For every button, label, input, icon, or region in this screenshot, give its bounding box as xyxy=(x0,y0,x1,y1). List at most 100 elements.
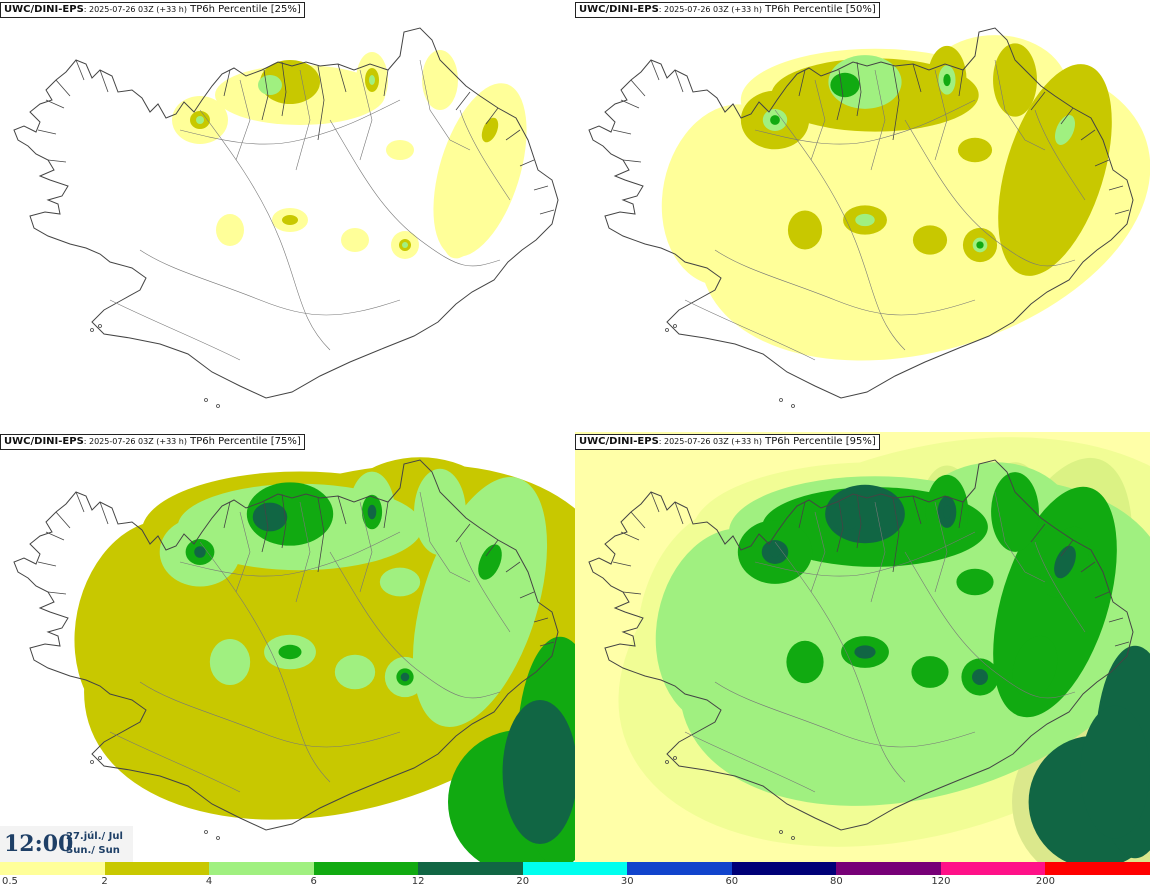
fjord-line xyxy=(1094,591,1110,599)
colorbar-ticks: 0.5 2 4 6 12 20 30 60 80 120 200 xyxy=(0,876,1150,890)
precip-field xyxy=(661,35,1150,361)
fjord-line xyxy=(650,491,660,513)
road-line xyxy=(179,99,401,145)
fjord-line xyxy=(1080,129,1096,141)
precip-contour xyxy=(911,656,949,688)
panel-title: UWC/DINI-EPS: 2025-07-26 03Z (+33 h) TP6… xyxy=(0,434,305,450)
fjord-line xyxy=(485,539,499,557)
fjord-line xyxy=(45,99,65,109)
island xyxy=(90,328,94,332)
road-line xyxy=(934,69,948,161)
fjord-line xyxy=(1030,91,1046,111)
fjord-line xyxy=(317,497,325,573)
precip-contour xyxy=(367,504,377,520)
precip-contour xyxy=(976,673,984,681)
fjord-line xyxy=(630,79,646,97)
fjord-line xyxy=(383,501,389,529)
fjord-line xyxy=(99,69,109,93)
road-line xyxy=(684,731,816,793)
island xyxy=(90,760,94,764)
fjord-line xyxy=(1094,159,1110,167)
colorbar-tick-label: 200 xyxy=(1035,876,1055,887)
fjord-line xyxy=(630,511,646,529)
road-line xyxy=(994,59,1046,151)
precip-contour xyxy=(369,75,375,85)
fjord-line xyxy=(912,495,922,525)
precip-contour xyxy=(402,242,408,248)
fjord-line xyxy=(1080,561,1096,573)
fjord-line xyxy=(1108,185,1124,191)
valid-weekday: Sun./ Sun xyxy=(66,845,120,856)
island xyxy=(665,760,669,764)
fjord-line xyxy=(892,497,900,573)
colorbar-segment xyxy=(731,862,837,875)
road-line xyxy=(419,491,471,583)
fjord-line xyxy=(45,531,65,541)
panel-title: UWC/DINI-EPS: 2025-07-26 03Z (+33 h) TP6… xyxy=(575,434,880,450)
precip-contour xyxy=(855,213,875,227)
precip-contour xyxy=(478,544,502,580)
valid-time-box: 12:00 27.júl./ Jul Sun./ Sun xyxy=(0,826,133,862)
road-line xyxy=(329,551,501,699)
coastline xyxy=(13,27,559,399)
fjord-line xyxy=(281,493,287,549)
fjord-line xyxy=(622,591,642,595)
precip-contour xyxy=(1012,635,1058,699)
precip-contour xyxy=(334,654,376,690)
road-line xyxy=(904,119,1076,267)
island xyxy=(779,398,783,402)
road-line xyxy=(199,541,331,783)
fjord-line xyxy=(383,69,389,97)
precip-contour xyxy=(194,546,206,558)
colorbar-segment xyxy=(836,862,941,875)
fjord-line xyxy=(1030,523,1046,543)
precip-contour xyxy=(341,228,369,252)
road-line xyxy=(199,109,331,351)
valid-time: 12:00 xyxy=(4,831,74,857)
road-line xyxy=(994,491,1046,583)
island xyxy=(216,404,220,408)
precip-contour xyxy=(770,115,780,125)
fjord-line xyxy=(261,501,269,553)
fjord-line xyxy=(485,107,499,125)
fjord-line xyxy=(505,129,521,141)
road-line xyxy=(419,59,471,151)
precip-contour xyxy=(443,211,477,259)
precip-contour xyxy=(435,633,485,701)
fjord-line xyxy=(337,63,347,93)
fjord-line xyxy=(539,641,555,647)
precip-contour xyxy=(278,644,302,660)
valid-date: 27.júl./ Jul xyxy=(66,831,123,842)
fjord-line xyxy=(892,65,900,141)
fjord-line xyxy=(55,511,71,529)
road-line xyxy=(235,79,251,161)
coastline xyxy=(13,459,559,831)
road-line xyxy=(810,79,826,161)
colorbar xyxy=(0,862,1150,875)
road-line xyxy=(329,119,501,267)
fjord-line xyxy=(55,79,71,97)
precip-contour xyxy=(1054,115,1076,145)
colorbar-segment xyxy=(940,862,1046,875)
colorbar-tick-label: 80 xyxy=(829,876,843,887)
precip-contour xyxy=(943,73,951,87)
road-line xyxy=(904,551,1076,699)
island xyxy=(673,756,677,760)
fjord-line xyxy=(1114,641,1130,647)
precip-contour xyxy=(956,568,994,596)
road-line xyxy=(870,501,886,603)
fjord-line xyxy=(620,531,640,541)
fjord-line xyxy=(1060,539,1074,557)
fjord-line xyxy=(620,99,640,109)
map-panel-p50: UWC/DINI-EPS: 2025-07-26 03Z (+33 h) TP6… xyxy=(575,0,1150,430)
road-line xyxy=(714,249,976,316)
island xyxy=(779,830,783,834)
road-line xyxy=(459,541,511,633)
road-line xyxy=(109,731,241,793)
colorbar-segment xyxy=(209,862,314,875)
panel-title: UWC/DINI-EPS: 2025-07-26 03Z (+33 h) TP6… xyxy=(0,2,305,18)
precip-contour xyxy=(400,672,410,682)
colorbar-segment xyxy=(313,862,419,875)
coastline xyxy=(588,27,1134,399)
fjord-line xyxy=(37,561,57,567)
